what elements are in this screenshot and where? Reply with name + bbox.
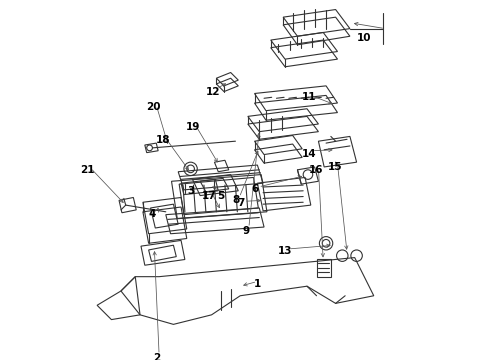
Text: 21: 21: [80, 165, 95, 175]
Text: 6: 6: [250, 184, 258, 194]
Text: 16: 16: [308, 165, 322, 175]
Text: 14: 14: [301, 149, 316, 159]
Text: 3: 3: [186, 186, 194, 196]
Text: 5: 5: [217, 190, 224, 201]
Text: 2: 2: [152, 353, 160, 360]
Text: 4: 4: [148, 209, 156, 219]
Text: 1: 1: [253, 279, 261, 289]
Text: 9: 9: [242, 226, 249, 236]
Text: 18: 18: [155, 135, 170, 145]
Text: 20: 20: [146, 102, 161, 112]
Text: 19: 19: [185, 122, 199, 132]
Text: 15: 15: [327, 162, 341, 172]
Text: 8: 8: [232, 195, 240, 205]
Text: 7: 7: [237, 198, 244, 208]
Text: 12: 12: [206, 87, 220, 96]
Text: 10: 10: [356, 33, 371, 43]
Text: 11: 11: [301, 92, 316, 102]
Text: 17: 17: [201, 190, 216, 201]
Text: 13: 13: [277, 246, 292, 256]
